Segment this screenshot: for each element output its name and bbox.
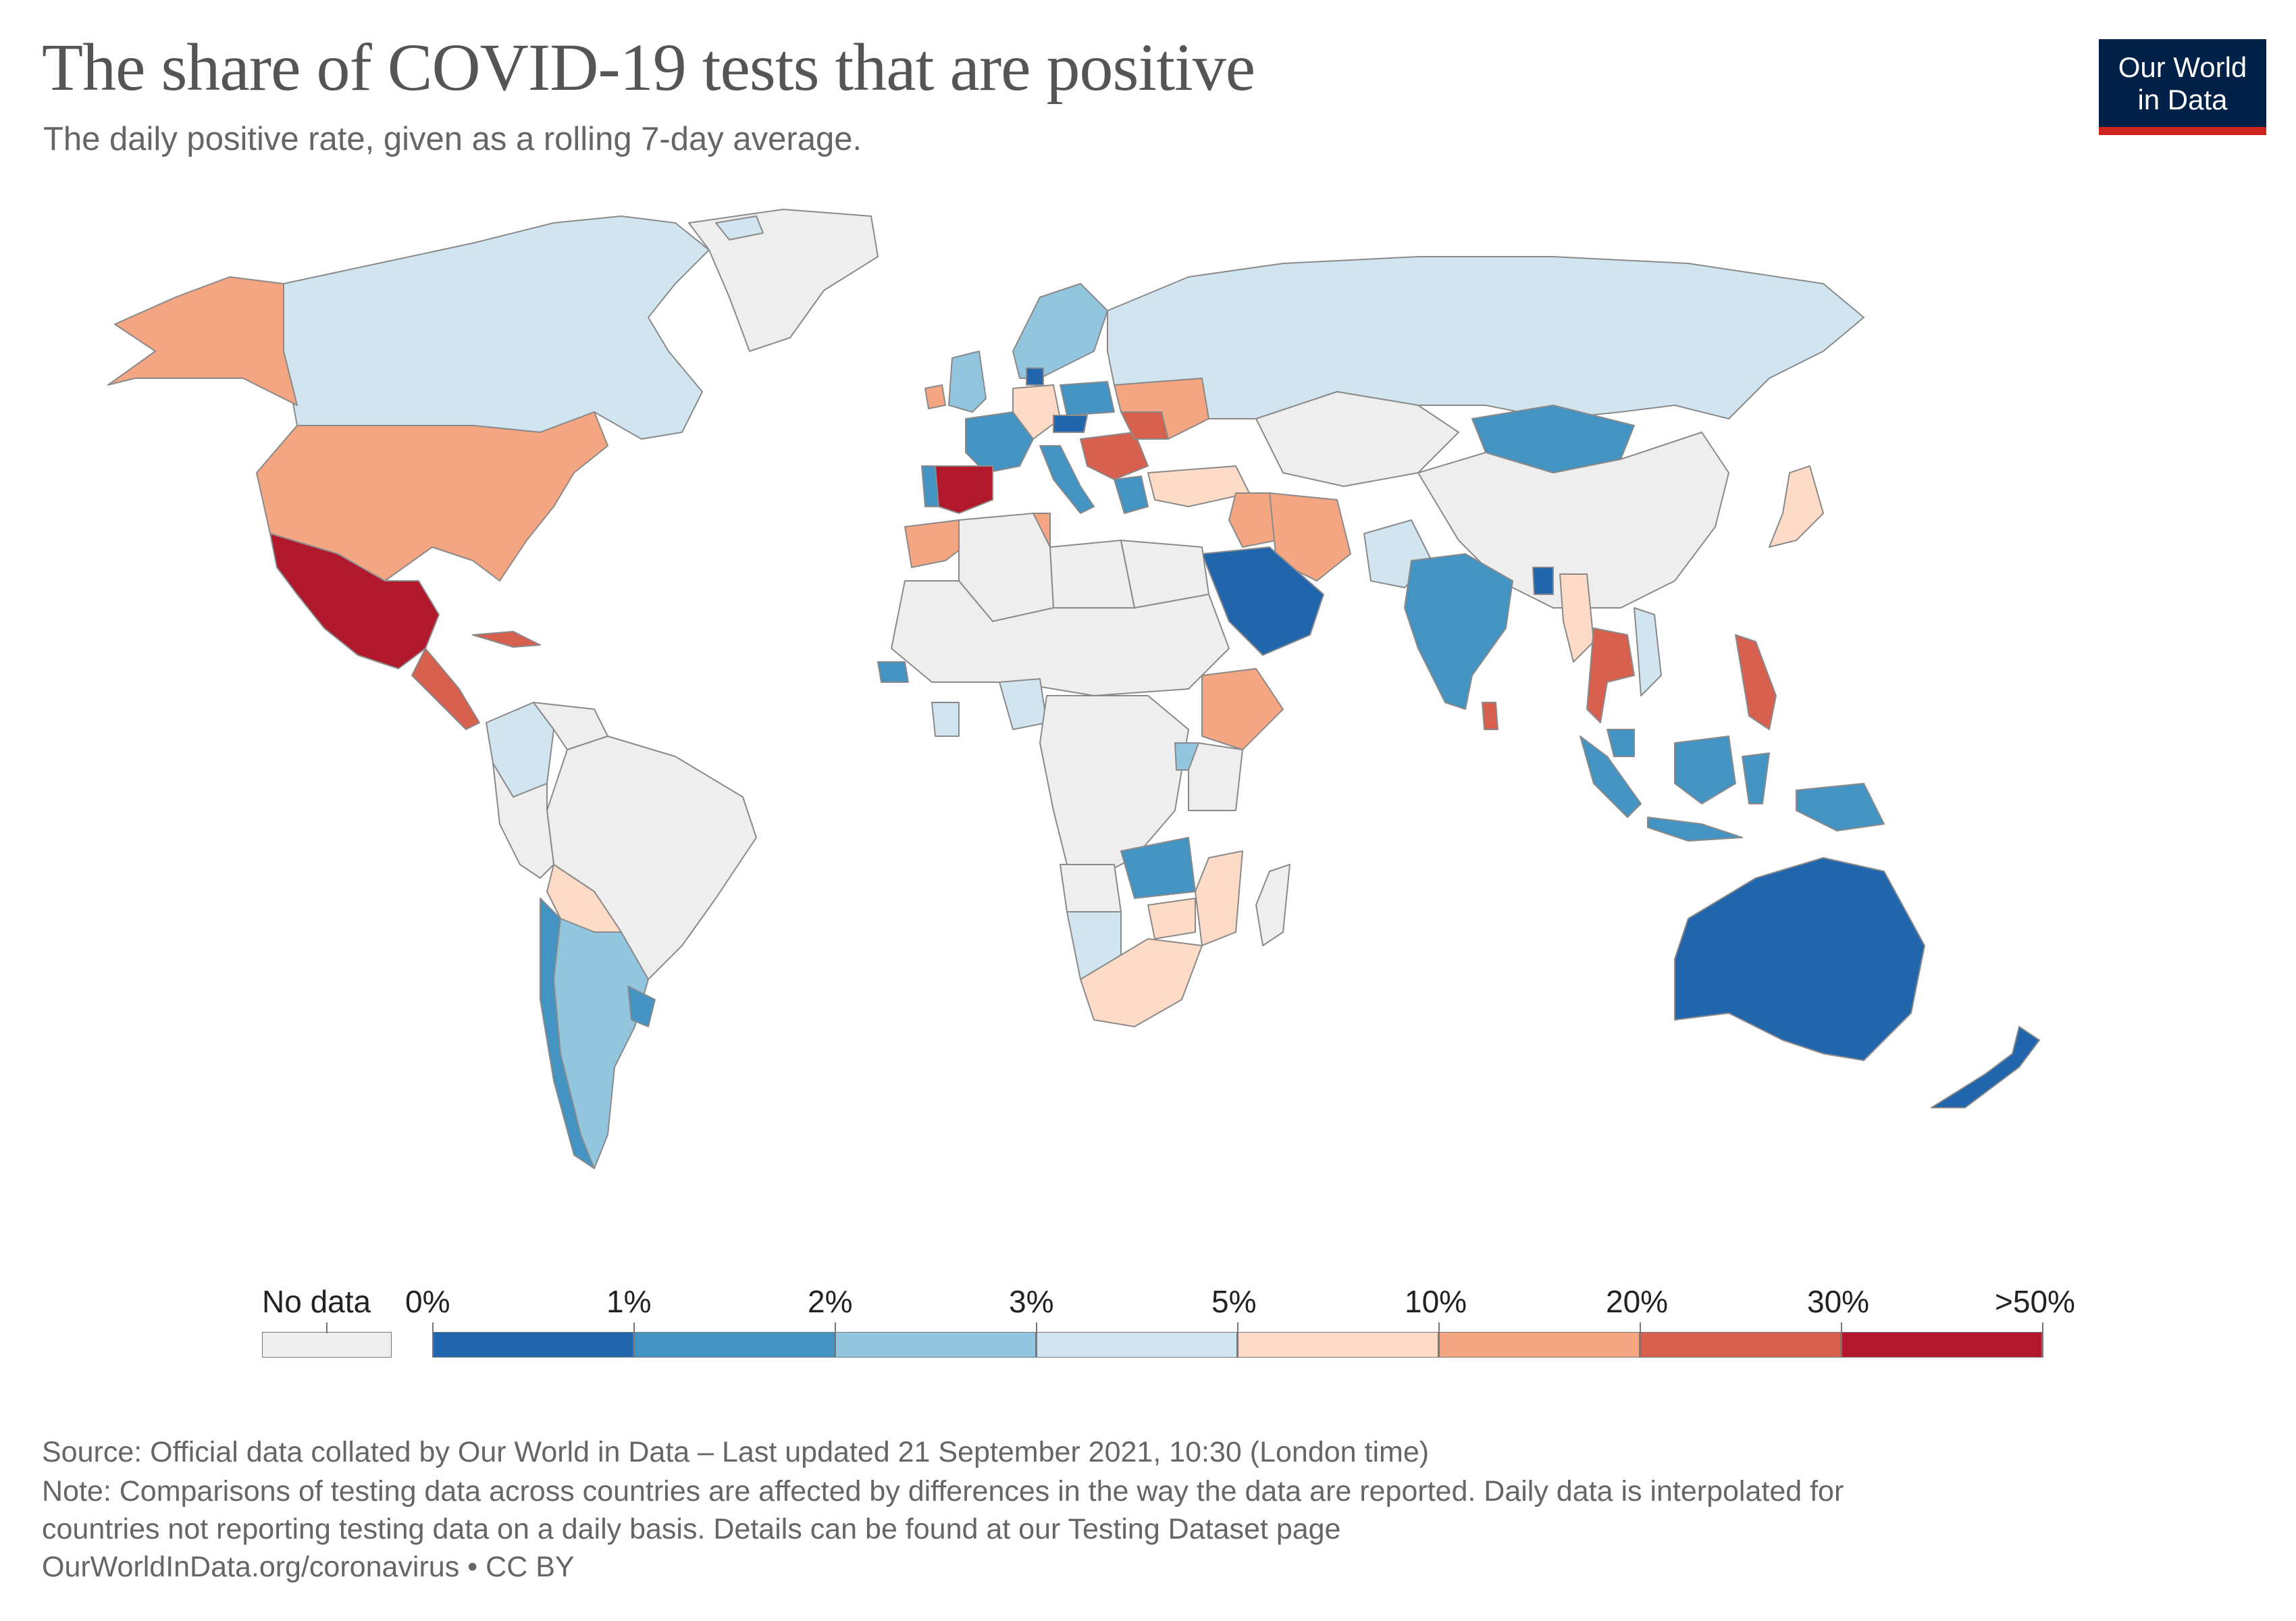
region-myanmar[interactable] (1559, 573, 1594, 663)
legend-bin-1 (633, 1332, 835, 1358)
region-poland[interactable] (1060, 381, 1115, 416)
legend-tick-label-6: 20% (1606, 1284, 1669, 1319)
footer-note-line-1: Note: Comparisons of testing data across… (42, 1475, 1844, 1508)
region-cuba[interactable] (472, 631, 541, 648)
legend-bin-3 (1036, 1332, 1237, 1358)
legend-tick-2 (835, 1322, 836, 1358)
legend-bin-2 (835, 1332, 1036, 1358)
region-denmark[interactable] (1026, 367, 1044, 386)
region-sahel[interactable] (891, 580, 1230, 696)
region-central-america[interactable] (411, 648, 480, 730)
region-malaysia[interactable] (1607, 729, 1635, 757)
region-mozambique[interactable] (1195, 850, 1243, 946)
legend-bin-6 (1640, 1332, 1841, 1358)
region-canada[interactable] (283, 215, 710, 440)
owid-logo[interactable]: Our World in Data (2099, 39, 2266, 135)
region-kazakhstan[interactable] (1255, 391, 1459, 487)
legend-bin-7 (1841, 1332, 2042, 1358)
legend-tick-6 (1640, 1322, 1641, 1358)
region-kenya[interactable] (1188, 742, 1243, 811)
region-italy[interactable] (1039, 445, 1095, 514)
region-iran[interactable] (1269, 492, 1351, 582)
legend-tick-label-4: 5% (1211, 1284, 1257, 1319)
legend-no-data-label: No data (262, 1284, 371, 1319)
region-thailand[interactable] (1586, 627, 1635, 723)
legend-tick-1 (633, 1322, 635, 1358)
region-turkey[interactable] (1147, 465, 1250, 507)
legend-tick-7 (1841, 1322, 1842, 1358)
region-argentina[interactable] (553, 918, 649, 1169)
legend-tick-label-3: 3% (1009, 1284, 1054, 1319)
region-sri-lanka[interactable] (1482, 702, 1498, 730)
legend-bin-0 (432, 1332, 633, 1358)
region-russia[interactable] (1107, 256, 1864, 419)
region-australia[interactable] (1674, 857, 1925, 1061)
region-zimbabwe[interactable] (1147, 898, 1196, 940)
logo-line-1: Our World (2118, 51, 2247, 83)
region-saudi-arabia[interactable] (1201, 546, 1324, 656)
footer-credit[interactable]: OurWorldInData.org/coronavirus • CC BY (42, 1551, 575, 1583)
legend-bin-5 (1438, 1332, 1640, 1358)
footer-note-line-2: countries not reporting testing data on … (42, 1513, 1341, 1545)
region-ethiopia[interactable] (1201, 668, 1284, 750)
region-madagascar[interactable] (1255, 864, 1290, 946)
region-ghana[interactable] (931, 702, 960, 737)
legend-no-data-tick (326, 1322, 328, 1333)
region-scandinavia[interactable] (1012, 283, 1108, 379)
legend-tick-label-2: 2% (808, 1284, 853, 1319)
region-portugal[interactable] (921, 465, 939, 507)
legend-tick-4 (1237, 1322, 1238, 1358)
region-nigeria[interactable] (999, 678, 1047, 730)
region-new-guinea[interactable] (1796, 783, 1885, 831)
legend-bin-4 (1237, 1332, 1438, 1358)
footer-source: Source: Official data collated by Our Wo… (42, 1436, 1430, 1468)
region-japan[interactable] (1769, 465, 1824, 548)
region-india[interactable] (1404, 553, 1513, 710)
region-philippines[interactable] (1735, 634, 1777, 730)
region-germany[interactable] (1012, 384, 1061, 440)
region-ireland[interactable] (924, 384, 946, 409)
region-new-zealand[interactable] (1931, 1026, 2040, 1108)
legend-tick-0 (432, 1322, 434, 1358)
region-south-africa[interactable] (1080, 938, 1203, 1027)
region-alaska[interactable] (107, 276, 298, 406)
legend-tick-8 (2042, 1322, 2043, 1358)
legend-tick-label-5: 10% (1405, 1284, 1467, 1319)
legend-tick-label-1: 1% (606, 1284, 652, 1319)
region-iraq[interactable] (1228, 492, 1277, 548)
legend-tick-label-0: 0% (405, 1284, 450, 1319)
region-uruguay[interactable] (627, 985, 656, 1027)
region-vietnam[interactable] (1634, 607, 1662, 696)
region-spain[interactable] (931, 465, 993, 514)
region-balkans[interactable] (1080, 432, 1149, 480)
region-sulawesi[interactable] (1742, 752, 1770, 804)
region-greece[interactable] (1114, 475, 1149, 514)
region-mexico[interactable] (269, 533, 440, 669)
legend-no-data-swatch (262, 1332, 392, 1358)
region-java[interactable] (1647, 817, 1743, 842)
region-angola[interactable] (1060, 864, 1122, 912)
legend-tick-5 (1438, 1322, 1440, 1358)
legend-tick-3 (1036, 1322, 1037, 1358)
region-greenland[interactable] (688, 209, 879, 352)
legend-tick-label-7: 30% (1807, 1284, 1870, 1319)
region-united-kingdom[interactable] (948, 351, 987, 413)
region-borneo[interactable] (1674, 736, 1736, 804)
region-libya[interactable] (1049, 540, 1135, 609)
region-senegal[interactable] (877, 661, 909, 683)
region-bangladesh[interactable] (1532, 567, 1554, 595)
legend-tick-label-8: >50% (1995, 1284, 2075, 1319)
logo-line-2: in Data (2137, 84, 2228, 115)
chart-title: The share of COVID-19 tests that are pos… (42, 30, 1255, 105)
chart-subtitle: The daily positive rate, given as a roll… (43, 121, 862, 157)
region-sumatra[interactable] (1580, 736, 1642, 818)
region-iceland[interactable] (715, 215, 764, 240)
logo-accent-bar (2099, 127, 2266, 135)
region-czechia[interactable] (1053, 415, 1088, 433)
